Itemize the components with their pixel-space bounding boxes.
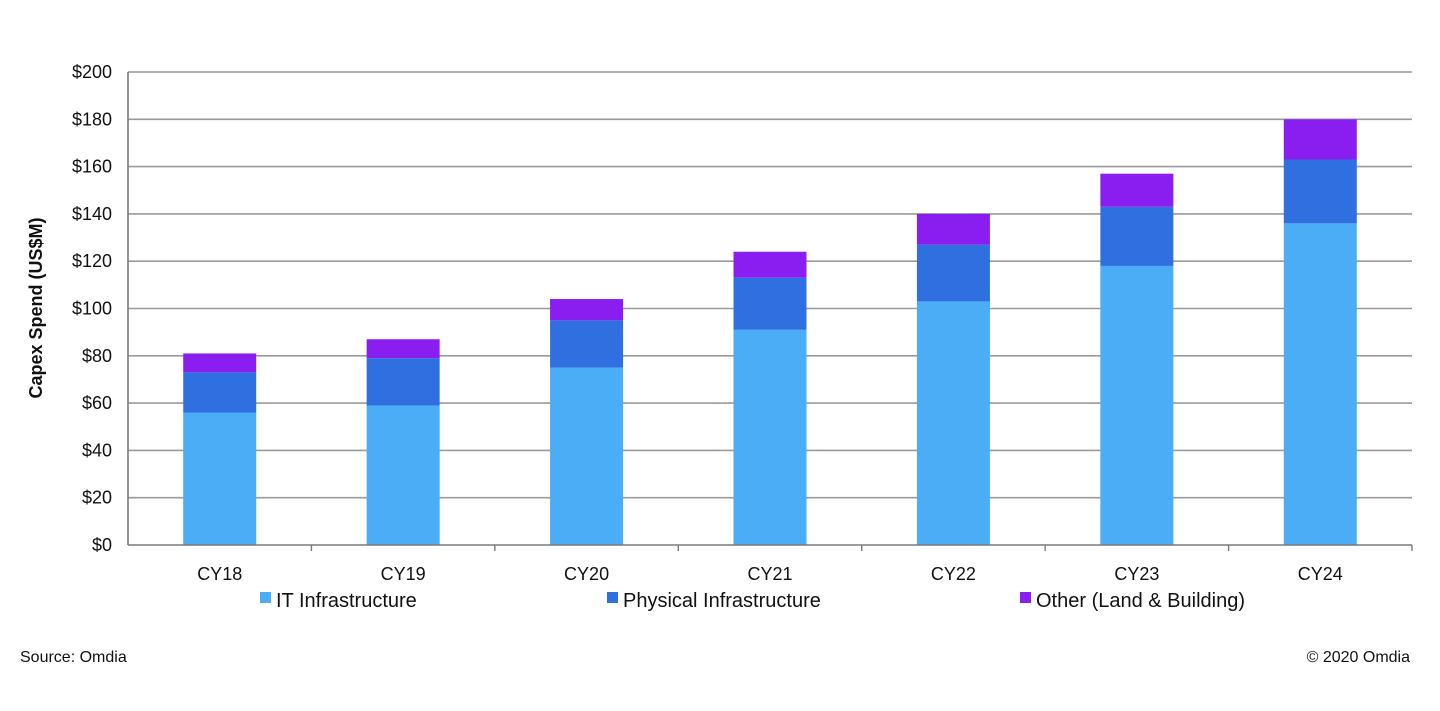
bar-segment-cy20-series-3: [550, 299, 624, 321]
legend-label: Physical Infrastructure: [623, 590, 821, 612]
legend-swatch: [260, 592, 271, 603]
y-axis-title: Capex Spend (US$M): [26, 217, 46, 398]
bar-segment-cy24-series-1: [1283, 223, 1357, 546]
bar-segment-cy19-series-2: [366, 358, 440, 406]
legend: IT Infrastructure Physical Infrastructure…: [260, 590, 1245, 612]
y-tick-label: $20: [82, 488, 112, 508]
bar-segment-cy19-series-3: [366, 339, 440, 359]
stacked-bars: [183, 119, 1357, 546]
axes: [127, 72, 1413, 551]
y-tick-label: $60: [82, 393, 112, 413]
legend-swatch: [607, 592, 618, 603]
y-tick-label: $140: [72, 204, 112, 224]
legend-label: Other (Land & Building): [1036, 590, 1245, 612]
legend-swatch: [1020, 592, 1031, 603]
bar-segment-cy22-series-2: [916, 244, 990, 302]
bar-segment-cy21-series-2: [733, 277, 807, 330]
bar-segment-cy20-series-2: [550, 320, 624, 368]
bar-segment-cy22-series-3: [916, 213, 990, 245]
source-note: Source: Omdia: [20, 649, 127, 666]
bar-segment-cy23-series-3: [1100, 173, 1174, 207]
y-tick-label: $200: [72, 62, 112, 82]
x-tick-label: CY18: [197, 564, 242, 584]
bar-segment-cy21-series-1: [733, 329, 807, 545]
bar-segment-cy21-series-3: [733, 251, 807, 278]
y-axis-tick-labels: $0 $20 $40 $60 $80 $100 $120 $140 $160 $180 $200: [72, 62, 112, 555]
bar-segment-cy22-series-1: [916, 301, 990, 545]
y-tick-label: $40: [82, 440, 112, 460]
x-tick-label: CY19: [381, 564, 426, 584]
x-tick-label: CY22: [931, 564, 976, 584]
copyright-note: © 2020 Omdia: [1307, 649, 1411, 666]
y-tick-label: $160: [72, 157, 112, 177]
y-tick-label: $80: [82, 346, 112, 366]
x-axis-tick-labels: CY18 CY19 CY20 CY21 CY22 CY23 CY24: [197, 564, 1343, 584]
bar-segment-cy24-series-2: [1283, 159, 1357, 224]
x-tick-label: CY20: [564, 564, 609, 584]
y-tick-label: $100: [72, 299, 112, 319]
x-tick-label: CY21: [747, 564, 792, 584]
y-tick-label: $180: [72, 109, 112, 129]
bar-segment-cy19-series-1: [366, 405, 440, 545]
bar-segment-cy24-series-3: [1283, 119, 1357, 160]
bar-segment-cy23-series-2: [1100, 206, 1174, 266]
x-tick-label: CY23: [1114, 564, 1159, 584]
bar-segment-cy18-series-3: [183, 353, 257, 373]
bar-segment-cy20-series-1: [550, 367, 624, 545]
legend-label: IT Infrastructure: [276, 590, 417, 612]
x-tick-label: CY24: [1298, 564, 1343, 584]
bar-segment-cy18-series-2: [183, 372, 257, 413]
bar-segment-cy23-series-1: [1100, 265, 1174, 545]
bar-segment-cy18-series-1: [183, 412, 257, 545]
y-tick-label: $0: [92, 535, 112, 555]
y-tick-label: $120: [72, 251, 112, 271]
